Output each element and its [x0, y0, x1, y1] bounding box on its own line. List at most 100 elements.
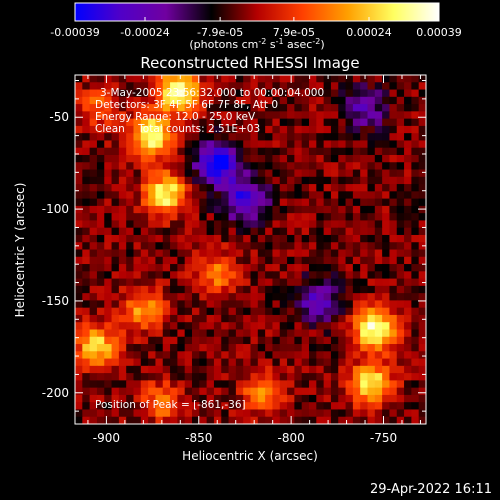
heatmap-cell: [213, 249, 222, 258]
heatmap-cell: [235, 256, 244, 265]
heatmap-cell: [177, 256, 186, 265]
heatmap-cell: [221, 293, 230, 301]
heatmap-cell: [294, 169, 303, 178]
heatmap-cell: [162, 234, 171, 243]
heatmap-cell: [294, 147, 303, 156]
heatmap-cell: [279, 293, 288, 301]
heatmap-cell: [221, 307, 230, 316]
heatmap-cell: [118, 242, 127, 251]
heatmap-cell: [199, 162, 208, 171]
heatmap-cell: [162, 191, 171, 200]
heatmap-cell: [228, 154, 237, 163]
x-axis-label: Heliocentric X (arcsec): [182, 449, 318, 463]
heatmap-cell: [213, 169, 222, 178]
heatmap-cell: [206, 227, 215, 236]
heatmap-cell: [104, 394, 113, 403]
heatmap-cell: [272, 300, 281, 309]
heatmap-cell: [133, 82, 142, 91]
heatmap-cell: [243, 198, 252, 207]
heatmap-cell: [170, 162, 178, 171]
heatmap-cell: [287, 344, 295, 352]
heatmap-cell: [155, 205, 164, 214]
heatmap-cell: [118, 351, 127, 360]
y-tick-label: -100: [42, 202, 69, 216]
heatmap-cell: [309, 256, 317, 265]
heatmap-cell: [177, 111, 186, 120]
heatmap-cell: [389, 104, 398, 112]
heatmap-cell: [148, 104, 157, 112]
heatmap-cell: [301, 111, 310, 120]
heatmap-cell: [389, 162, 398, 171]
heatmap-cell: [279, 300, 288, 309]
heatmap-cell: [170, 402, 178, 411]
heatmap-cell: [126, 82, 135, 91]
heatmap-cell: [162, 96, 171, 105]
heatmap-cell: [352, 329, 361, 338]
heatmap-cell: [184, 409, 193, 418]
heatmap-cell: [170, 409, 178, 418]
heatmap-cell: [265, 293, 274, 301]
heatmap-cell: [367, 75, 376, 83]
heatmap-cell: [228, 329, 237, 338]
heatmap-cell: [111, 118, 120, 127]
heatmap-cell: [316, 89, 325, 98]
heatmap-cell: [118, 96, 127, 105]
heatmap-cell: [316, 387, 325, 396]
heatmap-cell: [330, 300, 339, 309]
heatmap-cell: [360, 365, 369, 374]
heatmap-cell: [418, 365, 426, 374]
heatmap-cell: [272, 169, 281, 178]
heatmap-cell: [389, 213, 398, 222]
heatmap-cell: [118, 205, 127, 214]
heatmap-cell: [382, 125, 391, 134]
heatmap-cell: [316, 365, 325, 374]
heatmap-cell: [367, 191, 376, 200]
heatmap-cell: [111, 278, 120, 287]
heatmap-cell: [155, 285, 164, 294]
heatmap-cell: [177, 285, 186, 294]
heatmap-cell: [418, 271, 426, 280]
heatmap-cell: [133, 402, 142, 411]
heatmap-cell: [184, 234, 193, 243]
heatmap-cell: [192, 147, 200, 156]
heatmap-cell: [265, 242, 274, 251]
heatmap-cell: [330, 365, 339, 374]
heatmap-cell: [360, 140, 369, 149]
heatmap-cell: [82, 82, 91, 91]
heatmap-cell: [323, 184, 332, 192]
heatmap-cell: [206, 205, 215, 214]
heatmap-cell: [257, 140, 266, 149]
heatmap-cell: [118, 176, 127, 185]
heatmap-cell: [309, 205, 317, 214]
heatmap-cell: [111, 293, 120, 301]
heatmap-cell: [126, 104, 135, 112]
heatmap-cell: [382, 133, 391, 142]
heatmap: [75, 75, 426, 424]
heatmap-cell: [338, 271, 347, 280]
heatmap-cell: [396, 242, 405, 251]
heatmap-cell: [184, 191, 193, 200]
heatmap-cell: [140, 140, 149, 149]
heatmap-cell: [235, 111, 244, 120]
heatmap-cell: [411, 205, 420, 214]
heatmap-cell: [352, 278, 361, 287]
heatmap-cell: [170, 373, 178, 381]
heatmap-cell: [75, 256, 83, 265]
heatmap-cell: [287, 104, 295, 112]
heatmap-cell: [235, 96, 244, 105]
heatmap-cell: [330, 402, 339, 411]
heatmap-cell: [118, 140, 127, 149]
heatmap-cell: [345, 380, 354, 389]
heatmap-cell: [126, 140, 135, 149]
heatmap-cell: [170, 358, 178, 367]
heatmap-cell: [396, 256, 405, 265]
heatmap-cell: [206, 249, 215, 258]
heatmap-cell: [338, 365, 347, 374]
heatmap-cell: [360, 89, 369, 98]
heatmap-cell: [323, 300, 332, 309]
heatmap-cell: [418, 285, 426, 294]
heatmap-cell: [118, 365, 127, 374]
heatmap-cell: [396, 249, 405, 258]
heatmap-cell: [148, 176, 157, 185]
heatmap-cell: [243, 285, 252, 294]
